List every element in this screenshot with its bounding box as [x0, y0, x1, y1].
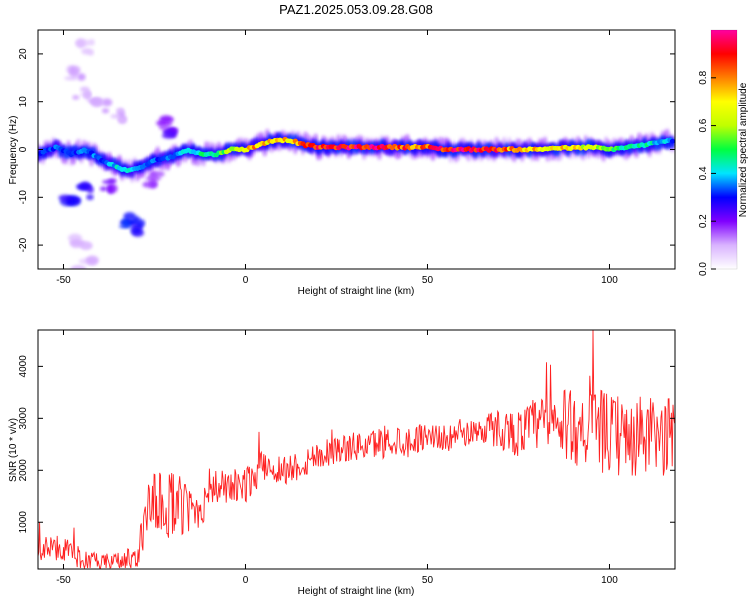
spectrogram-blob — [115, 108, 124, 113]
spectrogram-blob — [70, 265, 86, 269]
spectrogram-y-ticks: -20 -10 0 10 20 — [18, 48, 675, 252]
spectrogram-blob — [159, 124, 168, 131]
colorbar-gradient — [711, 30, 737, 269]
spectrogram-blob — [110, 114, 122, 119]
colorbar-ticks: 0.0 0.2 0.4 0.6 0.8 — [698, 70, 716, 276]
spectrogram-blob — [106, 183, 118, 194]
colorbar-tick-label: 0.8 — [698, 70, 709, 84]
colorbar-label: Normalized spectral amplitude — [738, 82, 749, 217]
snr-frame — [37, 329, 676, 570]
spectrogram-x-ticks: -50 0 50 100 — [56, 30, 618, 286]
spectrogram-blob — [159, 115, 173, 123]
x-tick-label: 50 — [422, 275, 434, 286]
y-tick-label: 10 — [18, 96, 29, 108]
x-tick-label: 50 — [422, 575, 434, 586]
snr-panel: -50 0 50 100 1000 2000 3000 4000 Height of str… — [8, 329, 676, 597]
spectrogram-blob — [85, 255, 99, 265]
spectrogram-blob — [99, 186, 108, 192]
colorbar-frame — [710, 29, 738, 270]
colorbar-tick-label: 0.0 — [698, 262, 709, 276]
spectrogram-blob — [130, 226, 143, 235]
spectrogram-blob — [142, 181, 158, 188]
snr-background — [38, 330, 675, 569]
spectrogram-content — [38, 38, 675, 269]
colorbar-tick-label: 0.2 — [698, 214, 709, 228]
spectrogram-blob — [136, 218, 146, 228]
snr-x-ticks: -50 0 50 100 — [56, 330, 618, 586]
y-tick-label: 1000 — [18, 511, 29, 534]
spectrogram-blob — [84, 90, 92, 100]
y-tick-label: 0 — [18, 146, 29, 152]
spectrogram-blob — [76, 38, 86, 49]
x-tick-label: 100 — [601, 575, 618, 586]
colorbar-tick-label: 0.4 — [698, 166, 709, 180]
y-tick-label: 3000 — [18, 407, 29, 430]
spectrogram-x-label: Height of straight line (km) — [298, 286, 415, 297]
spectrogram-blob — [169, 127, 179, 133]
x-tick-label: 0 — [243, 575, 249, 586]
spectrogram-y-label: Frequency (Hz) — [8, 116, 19, 185]
spectrogram-blob — [150, 170, 165, 178]
spectrogram-blob — [101, 98, 113, 107]
spectrogram-blob — [72, 95, 80, 100]
spectrogram-blob — [90, 97, 104, 107]
y-tick-label: 4000 — [18, 355, 29, 378]
x-tick-label: -50 — [56, 575, 71, 586]
spectrogram-blob — [101, 108, 110, 114]
x-tick-label: -50 — [56, 275, 71, 286]
y-tick-label: 20 — [18, 48, 29, 60]
spectrogram-blob — [69, 239, 85, 246]
spectrogram-blob — [58, 194, 72, 201]
spectrogram-blob — [86, 194, 94, 201]
spectrogram-blob — [121, 217, 130, 227]
spectrogram-blob — [86, 185, 94, 194]
spectrogram-blob — [87, 49, 95, 56]
spectrogram-panel: -50 0 50 100 -20 -10 0 10 20 Height of straight… — [8, 29, 676, 297]
spectrogram-blob — [102, 179, 115, 185]
snr-series-line — [38, 330, 675, 569]
y-tick-label: -20 — [18, 237, 29, 252]
figure-title: PAZ1.2025.053.09.28.G08 — [279, 2, 433, 17]
spectrogram-cell — [669, 138, 675, 144]
spectrogram-blob — [69, 69, 80, 78]
colorbar: 0.0 0.2 0.4 0.6 0.8 Normalized spectral ampl… — [698, 29, 749, 276]
spectrogram-blob — [118, 117, 126, 123]
x-tick-label: 100 — [601, 275, 618, 286]
spectrogram-blob — [88, 39, 95, 46]
y-tick-label: -10 — [18, 190, 29, 205]
snr-y-label: SNR (10 * v/v) — [8, 418, 19, 482]
snr-content — [38, 330, 675, 569]
spectrogram-blob — [77, 73, 86, 81]
colorbar-tick-label: 0.6 — [698, 118, 709, 132]
y-tick-label: 2000 — [18, 459, 29, 482]
snr-y-ticks: 1000 2000 3000 4000 — [18, 355, 675, 534]
snr-x-label: Height of straight line (km) — [298, 586, 415, 597]
x-tick-label: 0 — [243, 275, 249, 286]
